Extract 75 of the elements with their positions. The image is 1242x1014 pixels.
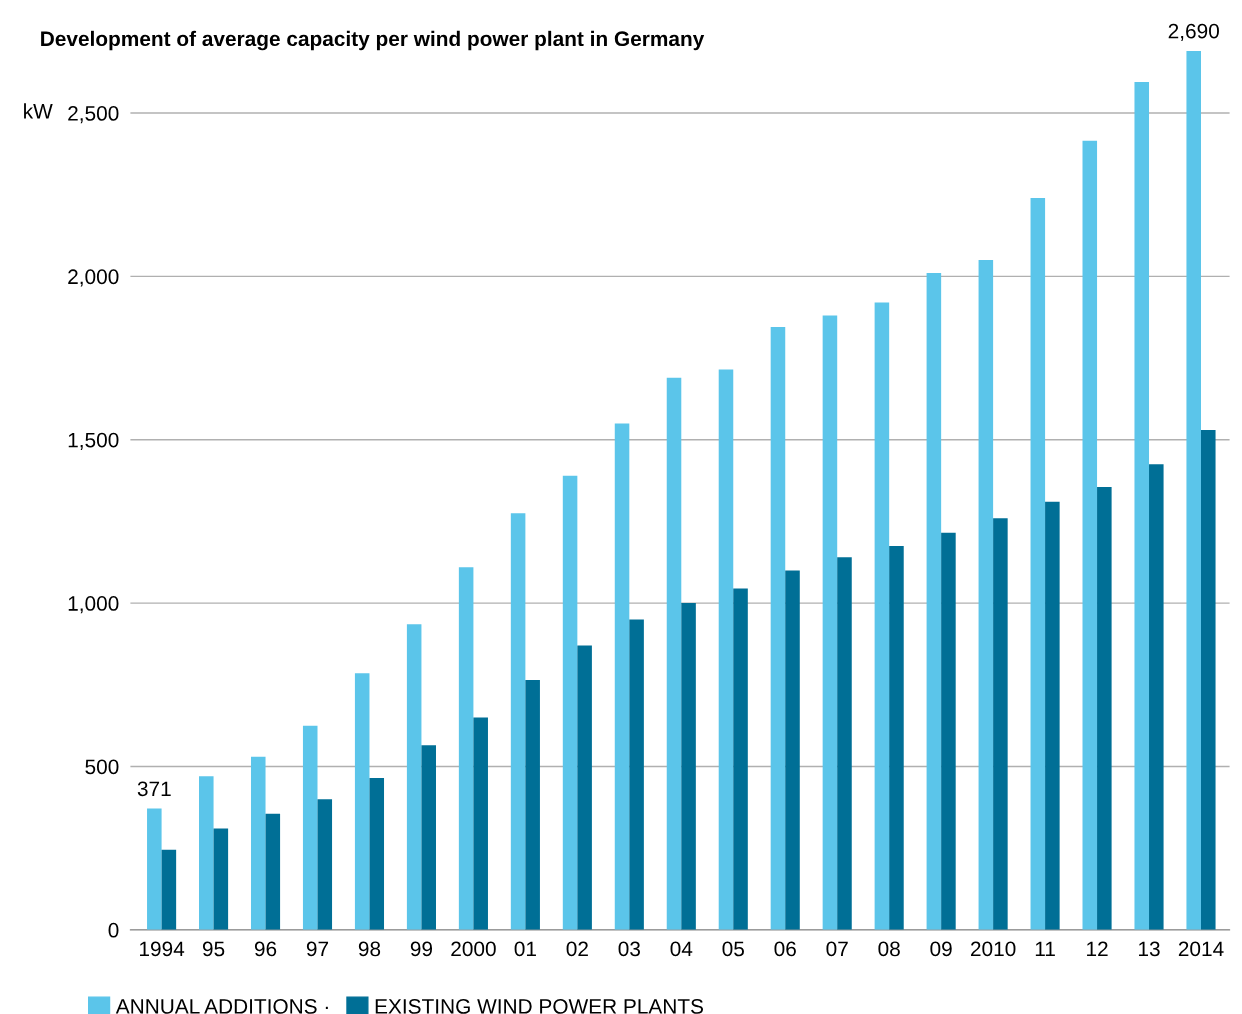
bar (302, 725, 318, 930)
bar (250, 756, 266, 930)
bar (421, 745, 436, 930)
x-tick-label: 95 (202, 941, 225, 957)
bar (1149, 464, 1164, 930)
x-tick-label: 06 (774, 941, 796, 957)
y-axis-title: kW (24, 103, 53, 119)
bar (926, 273, 942, 930)
bar (666, 377, 682, 930)
bar (785, 570, 800, 930)
x-tick-label: 99 (410, 941, 433, 957)
x-tick-label: 05 (722, 941, 744, 957)
bar (978, 260, 994, 930)
bar (369, 777, 385, 930)
bar (1097, 487, 1112, 930)
x-tick-label: 07 (826, 941, 848, 957)
bar (161, 849, 177, 930)
legend-label: EXISTING WIND POWER PLANTS (375, 999, 704, 1014)
x-tick-label: 97 (306, 941, 329, 957)
y-tick-label: 500 (85, 759, 119, 775)
y-tick-label: 2,500 (68, 106, 119, 124)
bar (993, 518, 1008, 930)
data-label: 371 (137, 781, 171, 797)
x-tick-label: 03 (618, 941, 640, 957)
bar (1186, 50, 1201, 930)
bar (1082, 140, 1098, 930)
bar (577, 645, 592, 930)
x-tick-label: 1994 (140, 941, 185, 957)
x-tick-label: 98 (358, 941, 381, 957)
bar (562, 475, 578, 930)
bar (770, 327, 786, 930)
bar (1134, 81, 1150, 930)
bar (1045, 501, 1060, 930)
bar (354, 673, 370, 930)
x-tick-label: 13 (1139, 941, 1160, 957)
bar (614, 423, 630, 930)
x-tick-label: 11 (1035, 941, 1055, 957)
bar (510, 513, 526, 930)
x-tick-label: 01 (514, 941, 536, 957)
x-tick-label: 2014 (1178, 941, 1224, 957)
x-tick-label: 09 (930, 941, 952, 957)
bar (681, 603, 696, 930)
y-tick-label: 1,000 (68, 596, 119, 614)
bar (213, 828, 229, 930)
bar (941, 532, 956, 930)
x-tick-label: 02 (566, 941, 588, 957)
legend-label: ANNUAL ADDITIONS · (115, 999, 328, 1014)
bar (1201, 429, 1216, 930)
bar (1030, 197, 1046, 930)
y-tick-label: 1,500 (68, 432, 119, 450)
x-tick-label: 12 (1087, 941, 1108, 957)
chart-title: Development of average capacity per wind power plant in Germany (41, 30, 705, 51)
bar (199, 776, 214, 930)
bar (473, 717, 488, 930)
x-tick-label: 2010 (970, 941, 1016, 957)
x-tick-label: 04 (670, 941, 693, 957)
bar (822, 315, 838, 930)
bar (406, 624, 422, 930)
bar (265, 813, 281, 930)
y-tick-label: 0 (108, 922, 119, 938)
bar (889, 545, 904, 930)
x-tick-label: 2000 (451, 941, 496, 957)
data-label: 2,690 (1168, 23, 1219, 41)
bar (317, 799, 333, 930)
bar (837, 557, 852, 930)
x-tick-label: 96 (254, 941, 277, 957)
bar (525, 679, 540, 930)
y-tick-label: 2,000 (68, 269, 119, 287)
bar (147, 808, 162, 930)
bar (733, 588, 748, 930)
bar (718, 369, 734, 930)
bar (458, 567, 474, 930)
bar (629, 619, 644, 930)
bar (874, 302, 890, 930)
x-tick-label: 08 (878, 941, 900, 957)
